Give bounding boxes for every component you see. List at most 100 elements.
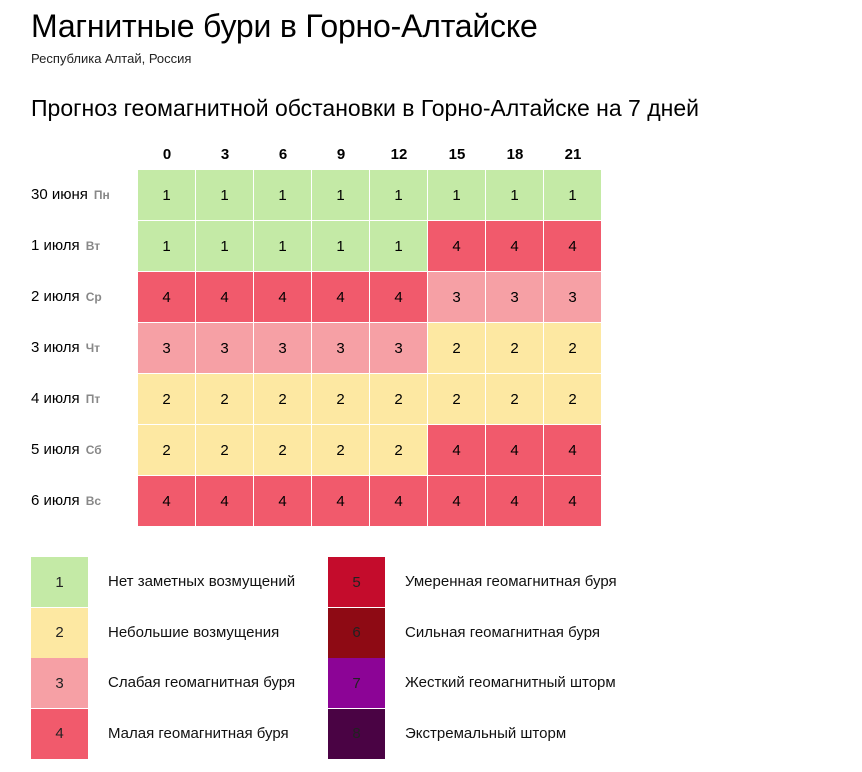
forecast-cell: 3	[370, 323, 428, 374]
legend-label: Жесткий геомагнитный шторм	[405, 674, 616, 691]
day-date: 4 июля	[31, 390, 80, 407]
forecast-cell: 2	[312, 374, 370, 425]
forecast-cell: 4	[254, 476, 312, 527]
forecast-cell: 3	[428, 272, 486, 323]
page-title: Магнитные бури в Горно-Алтайске	[31, 8, 538, 44]
forecast-cell: 4	[312, 272, 370, 323]
forecast-cell: 3	[254, 323, 312, 374]
forecast-cell: 4	[544, 221, 602, 272]
forecast-cell: 2	[138, 374, 196, 425]
legend-swatch: 8	[328, 708, 385, 759]
forecast-cell: 1	[312, 221, 370, 272]
day-date: 2 июля	[31, 288, 80, 305]
forecast-cell: 2	[544, 323, 602, 374]
day-of-week: Пн	[93, 188, 110, 202]
day-date: 5 июля	[31, 441, 80, 458]
forecast-cell: 4	[428, 221, 486, 272]
day-date: 1 июля	[31, 237, 80, 254]
day-label: 4 июля Пт	[31, 374, 100, 424]
hour-header: 12	[390, 146, 408, 163]
forecast-cell: 1	[196, 170, 254, 221]
forecast-cell: 2	[138, 425, 196, 476]
hour-header: 15	[448, 146, 466, 163]
forecast-cell: 4	[428, 476, 486, 527]
forecast-cell: 1	[254, 221, 312, 272]
hour-header: 6	[278, 146, 288, 163]
legend-label: Нет заметных возмущений	[108, 573, 296, 590]
legend-swatch: 7	[328, 658, 385, 708]
hour-header: 18	[506, 146, 524, 163]
legend-label: Слабая геомагнитная буря	[108, 674, 296, 691]
forecast-cell: 1	[138, 221, 196, 272]
forecast-cell: 4	[370, 272, 428, 323]
day-of-week: Вс	[85, 494, 102, 508]
hour-header: 9	[336, 146, 346, 163]
forecast-title: Прогноз геомагнитной обстановки в Горно-…	[31, 95, 699, 121]
forecast-cell: 2	[196, 425, 254, 476]
legend-label: Небольшие возмущения	[108, 623, 280, 641]
forecast-cell: 1	[544, 170, 602, 221]
forecast-cell: 4	[486, 221, 544, 272]
day-of-week: Вт	[85, 239, 101, 253]
forecast-cell: 2	[312, 425, 370, 476]
forecast-cell: 2	[196, 374, 254, 425]
forecast-cell: 1	[254, 170, 312, 221]
forecast-cell: 4	[486, 425, 544, 476]
day-of-week: Пт	[85, 392, 101, 406]
day-of-week: Ср	[85, 290, 102, 304]
forecast-cell: 2	[544, 374, 602, 425]
day-label: 30 июня Пн	[31, 170, 110, 220]
forecast-cell: 1	[370, 221, 428, 272]
forecast-cell: 3	[138, 323, 196, 374]
legend-swatch: 5	[328, 557, 385, 607]
forecast-cell: 2	[370, 425, 428, 476]
forecast-cell: 1	[312, 170, 370, 221]
day-of-week: Чт	[85, 341, 100, 355]
forecast-cell: 2	[486, 323, 544, 374]
forecast-cell: 4	[254, 272, 312, 323]
forecast-cell: 4	[544, 425, 602, 476]
hour-header: 21	[564, 146, 582, 163]
forecast-cell: 1	[138, 170, 196, 221]
forecast-cell: 1	[196, 221, 254, 272]
legend-swatch: 3	[31, 658, 88, 708]
forecast-cell: 2	[254, 425, 312, 476]
day-label: 3 июля Чт	[31, 323, 100, 373]
forecast-cell: 1	[370, 170, 428, 221]
forecast-cell: 2	[428, 323, 486, 374]
legend-swatch: 2	[31, 607, 88, 658]
day-label: 5 июля Сб	[31, 425, 102, 475]
day-of-week: Сб	[85, 443, 102, 457]
day-label: 6 июля Вс	[31, 476, 101, 526]
forecast-cell: 3	[196, 323, 254, 374]
forecast-cell: 3	[486, 272, 544, 323]
page-subtitle: Республика Алтай, Россия	[31, 51, 192, 66]
forecast-cell: 2	[254, 374, 312, 425]
forecast-cell: 4	[370, 476, 428, 527]
legend-label: Малая геомагнитная буря	[108, 724, 289, 742]
hour-header: 3	[220, 146, 230, 163]
forecast-cell: 4	[138, 272, 196, 323]
forecast-cell: 2	[428, 374, 486, 425]
hour-header: 0	[162, 146, 172, 163]
legend-swatch: 4	[31, 708, 88, 759]
forecast-cell: 4	[312, 476, 370, 527]
day-label: 2 июля Ср	[31, 272, 102, 322]
forecast-cell: 4	[196, 272, 254, 323]
forecast-cell: 3	[312, 323, 370, 374]
day-label: 1 июля Вт	[31, 221, 100, 271]
forecast-cell: 4	[544, 476, 602, 527]
forecast-cell: 2	[486, 374, 544, 425]
day-date: 6 июля	[31, 492, 80, 509]
legend-swatch: 1	[31, 557, 88, 607]
forecast-cell: 4	[486, 476, 544, 527]
forecast-cell: 1	[486, 170, 544, 221]
forecast-cell: 2	[370, 374, 428, 425]
forecast-cell: 4	[196, 476, 254, 527]
day-date: 3 июля	[31, 339, 80, 356]
day-date: 30 июня	[31, 186, 88, 203]
forecast-cell: 3	[544, 272, 602, 323]
forecast-cell: 4	[138, 476, 196, 527]
forecast-cell: 1	[428, 170, 486, 221]
legend-label: Экстремальный шторм	[405, 724, 567, 742]
